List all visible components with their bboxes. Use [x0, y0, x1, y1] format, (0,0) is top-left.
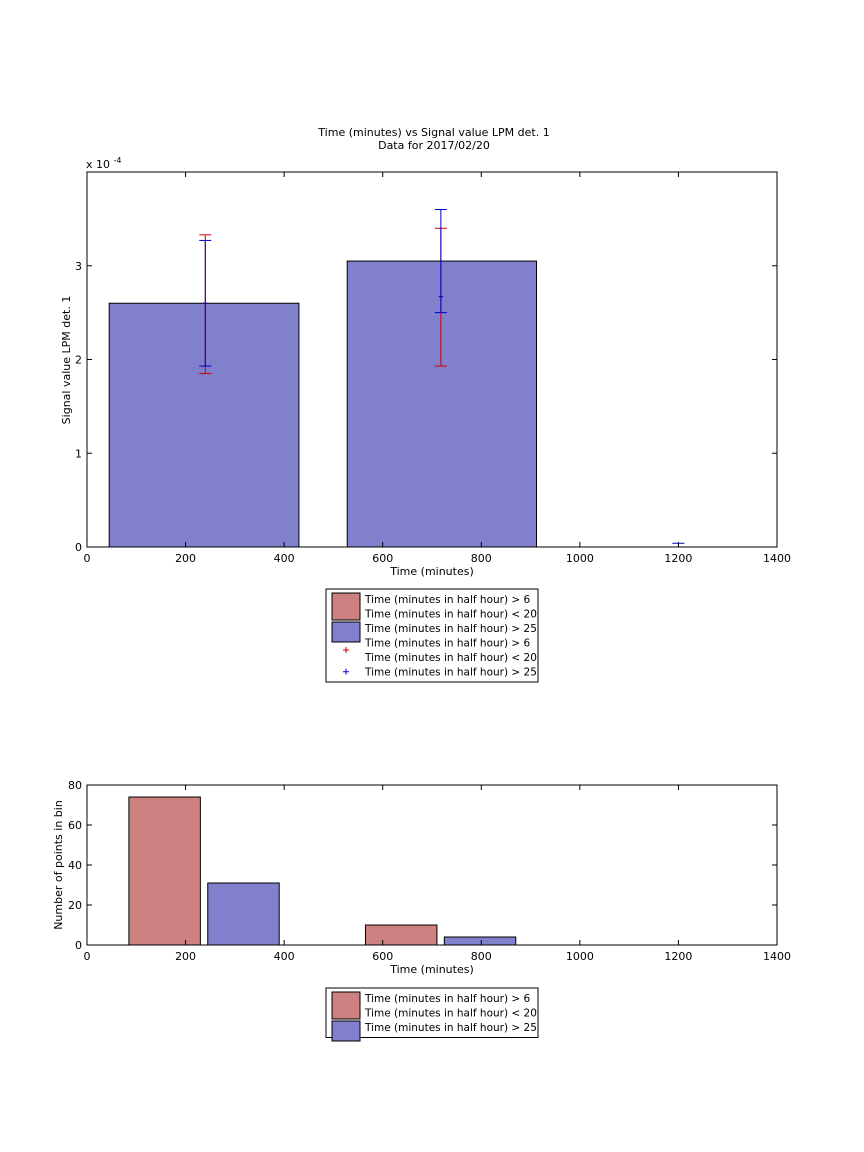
y-tick-label: 3 — [75, 260, 82, 273]
errorbar-blue-4 — [434, 209, 447, 314]
x-tick-label: 1200 — [664, 552, 692, 565]
legend-box — [325, 987, 539, 1038]
x-tick-label: 200 — [175, 950, 196, 963]
legend-item-1: Time (minutes in half hour) > 6 Time (min… — [331, 592, 537, 621]
bar-1 — [108, 302, 300, 548]
y-tick-label: 40 — [68, 859, 82, 872]
bar-1 — [128, 796, 201, 946]
y-axis-label: Signal value LPM det. 1 — [60, 296, 73, 425]
x-tick-label: 600 — [372, 552, 393, 565]
x-tick-label: 400 — [274, 552, 295, 565]
x-tick-label: 1200 — [664, 950, 692, 963]
x-tick-label: 1000 — [566, 950, 594, 963]
x-axis-label: Time (minutes) — [389, 963, 474, 976]
x-axis-label: Time (minutes) — [389, 565, 474, 578]
y-tick-label: 80 — [68, 779, 82, 792]
y-exponent-label: x 10 -4 — [86, 156, 122, 171]
legend: Time (minutes in half hour) > 6 Time (min… — [325, 588, 539, 683]
legend-item-2: Time (minutes in half hour) > 25 — [331, 621, 537, 643]
y-tick-label: 0 — [75, 541, 82, 554]
chart-subtitle: Data for 2017/02/20 — [378, 139, 490, 152]
x-tick-label: 1400 — [763, 552, 791, 565]
x-tick-label: 1400 — [763, 950, 791, 963]
legend-label: Time (minutes in half hour) < 20 — [364, 1008, 537, 1020]
legend-label: Time (minutes in half hour) < 20 — [364, 652, 537, 664]
legend-swatch — [331, 991, 361, 1020]
x-tick-label: 1000 — [566, 552, 594, 565]
legend-swatch — [331, 621, 361, 643]
legend-swatch — [331, 592, 361, 621]
y-tick-label: 20 — [68, 899, 82, 912]
x-tick-label: 0 — [84, 552, 91, 565]
bar-3 — [364, 924, 438, 946]
x-tick-label: 0 — [84, 950, 91, 963]
y-exponent-power: -4 — [114, 156, 122, 165]
legend: Time (minutes in half hour) > 6 Time (min… — [325, 987, 539, 1042]
legend-label: Time (minutes in half hour) > 6 — [364, 594, 531, 606]
count-chart: 0 200 400 600 800 1000 1200 1400 0 20 40 60 80 Time … — [52, 779, 791, 1042]
legend-label: Time (minutes in half hour) > 25 — [364, 1022, 537, 1034]
legend-swatch — [331, 1020, 361, 1042]
bar-2 — [207, 882, 280, 946]
legend-box — [325, 588, 539, 683]
chart-title: Time (minutes) vs Signal value LPM det. … — [317, 126, 549, 139]
legend-item-1: Time (minutes in half hour) > 6 Time (min… — [331, 991, 537, 1020]
errorbar-blue-2 — [199, 239, 212, 367]
x-tick-label: 800 — [471, 552, 492, 565]
y-exponent-base: x 10 — [86, 158, 110, 171]
bar-4 — [443, 936, 517, 946]
legend-label: Time (minutes in half hour) < 20 — [364, 609, 537, 621]
signal-chart: Time (minutes) vs Signal value LPM det. … — [60, 126, 791, 683]
bar-2 — [346, 260, 537, 548]
legend-item-3: Time (minutes in half hour) > 6 Time (min… — [343, 638, 537, 664]
x-tick-label: 600 — [372, 950, 393, 963]
y-axis-label: Number of points in bin — [52, 800, 65, 930]
legend-label: Time (minutes in half hour) > 25 — [364, 667, 537, 679]
legend-item-4: Time (minutes in half hour) > 25 — [343, 667, 537, 679]
legend-label: Time (minutes in half hour) > 6 — [364, 638, 531, 650]
x-tick-label: 400 — [274, 950, 295, 963]
legend-label: Time (minutes in half hour) > 25 — [364, 623, 537, 635]
legend-label: Time (minutes in half hour) > 6 — [364, 993, 531, 1005]
y-tick-label: 0 — [75, 939, 82, 952]
x-tick-label: 800 — [471, 950, 492, 963]
y-tick-label: 2 — [75, 354, 82, 367]
y-tick-label: 60 — [68, 819, 82, 832]
x-tick-label: 200 — [175, 552, 196, 565]
y-tick-label: 1 — [75, 447, 82, 460]
legend-item-2: Time (minutes in half hour) > 25 — [331, 1020, 537, 1042]
